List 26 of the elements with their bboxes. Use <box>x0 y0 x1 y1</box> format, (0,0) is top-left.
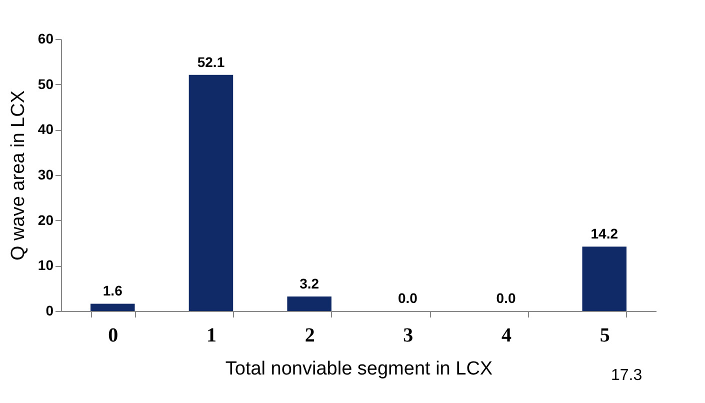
x-axis-title: Total nonviable segment in LCX <box>225 358 493 380</box>
y-tick-label: 30 <box>38 166 54 182</box>
bar <box>188 74 234 311</box>
y-tick-label: 40 <box>38 121 54 138</box>
y-tick-label: 0 <box>46 302 54 318</box>
x-tick-label: 3 <box>403 324 414 346</box>
data-label: 1.6 <box>102 282 123 299</box>
bar <box>287 296 332 311</box>
x-tick-label: 2 <box>304 324 315 346</box>
x-tick-label: 4 <box>502 324 512 346</box>
data-label: 14.2 <box>590 226 618 242</box>
y-tick-label: 50 <box>38 76 54 92</box>
text: 17.3 <box>611 367 642 384</box>
x-tick-label: 5 <box>600 324 610 346</box>
bar <box>582 246 626 311</box>
data-label: 3.2 <box>300 275 320 292</box>
y-axis-title: Q wave area in LCX <box>8 90 29 261</box>
x-tick-label: 0 <box>108 324 118 346</box>
data-label: 0.0 <box>496 290 516 306</box>
y-tick-label: 10 <box>38 257 54 274</box>
data-label: 52.1 <box>197 54 225 70</box>
data-label: 0.0 <box>398 290 418 306</box>
x-tick-label: 1 <box>206 324 216 346</box>
y-tick-label: 60 <box>38 30 54 46</box>
y-tick-label: 20 <box>38 212 54 228</box>
bar <box>90 304 135 311</box>
